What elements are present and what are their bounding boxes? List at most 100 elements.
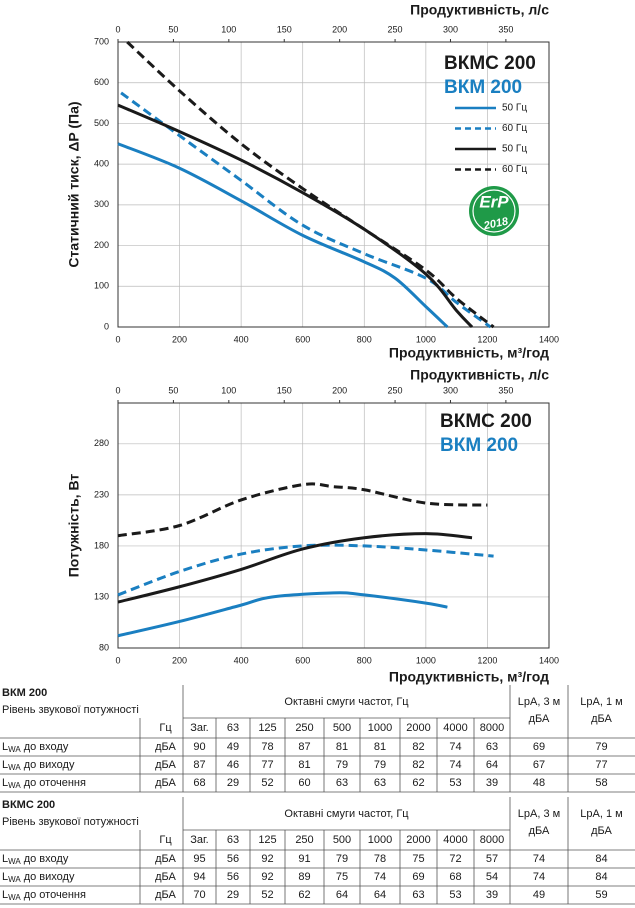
product-label: ВКМС 200 [440, 411, 532, 432]
cell-value: 62 [412, 777, 424, 789]
column-header: 250 [295, 834, 313, 846]
cell-value: 53 [449, 889, 461, 901]
x-tick-label: 600 [295, 655, 310, 665]
cell-value: 77 [595, 759, 607, 771]
cell-value: 81 [336, 741, 348, 753]
erp-text: ErP [479, 192, 509, 211]
cell-value: 82 [412, 759, 424, 771]
x2-tick-label: 350 [498, 385, 513, 395]
cell-value: 70 [193, 889, 205, 901]
cell-value: 87 [298, 741, 310, 753]
cell-value: 63 [374, 777, 386, 789]
cell-value: 49 [227, 741, 239, 753]
cell-value: 84 [595, 871, 607, 883]
y-tick-label: 400 [94, 159, 109, 169]
cell-value: 48 [533, 777, 545, 789]
legend-label: 50 Гц [502, 103, 527, 114]
x2-tick-label: 200 [332, 385, 347, 395]
curve [126, 40, 495, 329]
cell-value: 64 [374, 889, 386, 901]
row-label-text: до входу [24, 853, 69, 865]
cell-value: 92 [261, 853, 273, 865]
cell-value: 95 [193, 853, 205, 865]
legend-label: 50 Гц [502, 144, 527, 155]
lpa-header: дБА [591, 825, 612, 837]
y-tick-label: 200 [94, 240, 109, 250]
row-unit: дБА [155, 853, 176, 865]
row-unit: дБА [155, 777, 176, 789]
row-label: LWA до виходу [2, 759, 75, 772]
x2-tick-label: 250 [388, 385, 403, 395]
y-tick-label: 500 [94, 118, 109, 128]
cell-value: 81 [374, 741, 386, 753]
y-tick-label: 80 [99, 642, 109, 652]
y-tick-label: 600 [94, 77, 109, 87]
cell-value: 79 [336, 853, 348, 865]
band-header: Октавні смуги частот, Гц [284, 808, 409, 820]
cell-value: 79 [595, 741, 607, 753]
row-label-text: до оточення [24, 777, 86, 789]
y-tick-label: 280 [94, 438, 109, 448]
x2-axis-title: Продуктивність, л/с [410, 2, 549, 18]
cell-value: 69 [533, 741, 545, 753]
row-unit: дБА [155, 759, 176, 771]
legend-label: 60 Гц [502, 123, 527, 134]
cell-value: 59 [595, 889, 607, 901]
cell-value: 74 [533, 853, 545, 865]
column-header: 63 [227, 722, 239, 734]
x-tick-label: 1000 [416, 334, 436, 344]
cell-value: 52 [261, 777, 273, 789]
x-tick-label: 0 [115, 334, 120, 344]
x-tick-label: 1400 [539, 334, 559, 344]
row-label-symbol: L [2, 759, 8, 771]
x2-tick-label: 100 [221, 385, 236, 395]
y-tick-label: 230 [94, 489, 109, 499]
x-tick-label: 0 [115, 655, 120, 665]
cell-value: 75 [412, 853, 424, 865]
table-subtitle: Рівень звукової потужності [2, 704, 139, 716]
x2-tick-label: 50 [168, 385, 178, 395]
erp-year: 2018 [482, 215, 510, 232]
column-header: 125 [258, 722, 276, 734]
x-tick-label: 200 [172, 655, 187, 665]
x2-tick-label: 350 [498, 24, 513, 34]
row-label-text: до оточення [24, 889, 86, 901]
cell-value: 58 [595, 777, 607, 789]
cell-value: 56 [227, 853, 239, 865]
row-label-text: до виходу [24, 759, 75, 771]
y-axis-title: Статичний тиск, ΔP (Па) [66, 101, 82, 267]
cell-value: 92 [261, 871, 273, 883]
cell-value: 87 [193, 759, 205, 771]
column-header: 8000 [480, 834, 504, 846]
row-label: LWA до оточення [2, 777, 86, 790]
cell-value: 75 [336, 871, 348, 883]
column-header: 4000 [443, 722, 467, 734]
cell-value: 60 [298, 777, 310, 789]
cell-value: 46 [227, 759, 239, 771]
cell-value: 78 [261, 741, 273, 753]
x2-tick-label: 150 [277, 24, 292, 34]
product-label: ВКМ 200 [444, 77, 522, 98]
column-header: 2000 [406, 834, 430, 846]
product-label: ВКМ 200 [440, 435, 518, 456]
cell-value: 64 [486, 759, 498, 771]
lpa-header: LpA, 1 м [580, 696, 622, 708]
curve [117, 532, 473, 604]
column-header: 8000 [480, 722, 504, 734]
cell-value: 69 [412, 871, 424, 883]
cell-value: 78 [374, 853, 386, 865]
row-unit: дБА [155, 871, 176, 883]
cell-value: 56 [227, 871, 239, 883]
row-label-sub: WA [8, 875, 21, 884]
lpa-header: LpA, 1 м [580, 808, 622, 820]
x2-tick-label: 150 [277, 385, 292, 395]
row-label-sub: WA [8, 781, 21, 790]
cell-value: 54 [486, 871, 498, 883]
cell-value: 89 [298, 871, 310, 883]
curve [120, 91, 492, 329]
curve [117, 142, 449, 329]
row-unit: дБА [155, 889, 176, 901]
row-label: LWA до входу [2, 853, 69, 866]
cell-value: 62 [298, 889, 310, 901]
cell-value: 74 [449, 741, 461, 753]
